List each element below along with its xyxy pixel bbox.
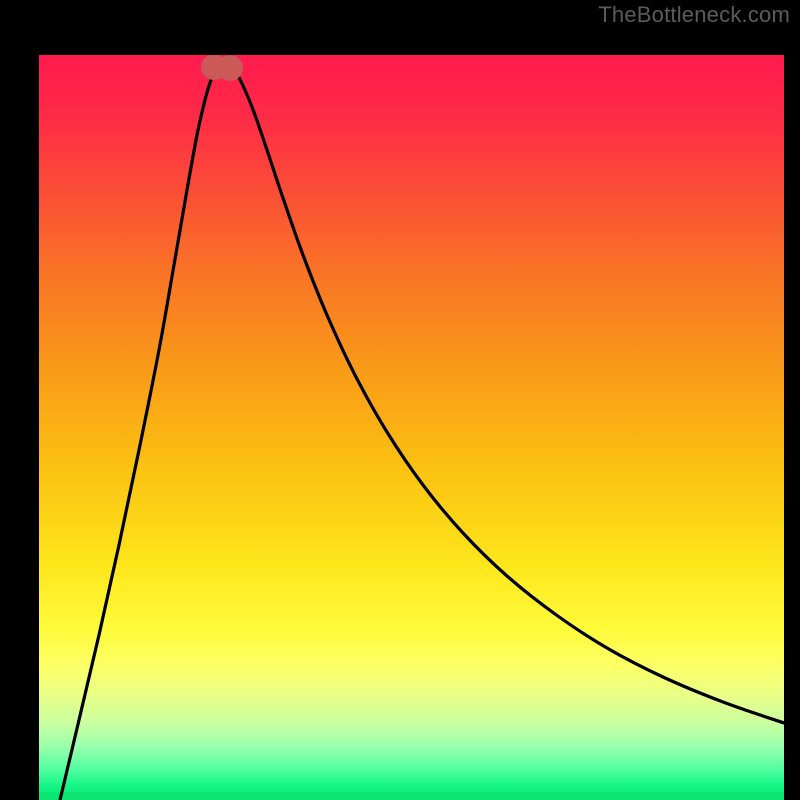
watermark-text: TheBottleneck.com	[598, 2, 790, 28]
plot-outer-frame	[11, 27, 790, 799]
curve-marker-1	[217, 55, 243, 81]
bottleneck-curve	[39, 55, 784, 800]
curve-path	[60, 63, 784, 800]
plot-area	[39, 55, 784, 800]
